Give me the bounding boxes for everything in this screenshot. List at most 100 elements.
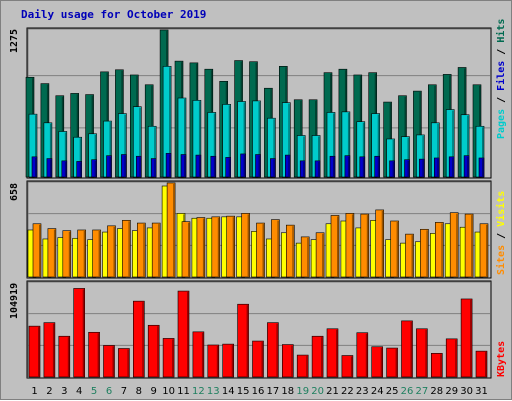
files-bar (106, 155, 112, 178)
files-bar (419, 158, 425, 178)
sites-bar (420, 228, 429, 278)
sites-bar (300, 236, 310, 278)
kbytes-bar (28, 325, 41, 378)
hits-max-label: 1275 (9, 29, 20, 53)
day-label: 7 (121, 386, 127, 397)
sites-bar (137, 222, 146, 278)
kbytes-bar (252, 340, 264, 378)
day-label: 21 (326, 386, 339, 397)
kbytes-bar (401, 320, 413, 378)
kbytes-bar (43, 322, 56, 378)
legend-sites-visits: Sites / Visits (495, 191, 507, 275)
sites-bar (92, 229, 101, 278)
day-label: 31 (475, 386, 488, 397)
sites-bar (47, 228, 57, 278)
files-bar (404, 159, 410, 178)
files-bar (284, 154, 291, 178)
sites-bar (107, 225, 116, 278)
files-bar (136, 155, 142, 178)
sites-bar (211, 216, 221, 278)
kbytes-bar (267, 322, 279, 378)
sites-bar (464, 213, 474, 278)
files-bar (448, 156, 455, 178)
files-bar (389, 160, 395, 178)
sites-bar (375, 209, 385, 278)
legend-hits-files-pages: Pages / Files / Hits (495, 19, 507, 139)
files-bar (478, 157, 485, 178)
day-label: 30 (460, 386, 473, 397)
day-label: 27 (416, 386, 429, 397)
sites-bar (241, 213, 250, 278)
sites-bar (434, 222, 444, 278)
day-label: 2 (46, 386, 52, 397)
files-bar (359, 156, 366, 178)
sites-bar (166, 182, 176, 278)
day-label: 11 (177, 386, 190, 397)
sites-bar (360, 213, 370, 278)
kbytes-bar (475, 350, 488, 378)
files-bar (121, 154, 127, 178)
files-bar (165, 153, 172, 178)
sites-bar (77, 229, 86, 278)
files-bar (225, 157, 231, 178)
files-bar (180, 154, 187, 178)
day-label: 5 (91, 386, 97, 397)
kbytes-bar (58, 335, 71, 378)
kbytes-bar (73, 288, 85, 378)
day-label: 10 (162, 386, 175, 397)
kbytes-bar (237, 303, 249, 378)
kbytes-bar (103, 345, 115, 378)
legend-separator: / (496, 43, 507, 61)
legend-separator: / (496, 91, 507, 109)
sites-bar (405, 233, 414, 278)
day-label: 14 (222, 386, 235, 397)
sites-bar (151, 222, 161, 278)
files-bar (150, 158, 157, 178)
legend-sites: Sites (495, 245, 507, 275)
files-bar (433, 157, 440, 178)
kbytes-bar (356, 332, 369, 378)
kbytes-bar (416, 328, 428, 378)
kbytes-bar (177, 290, 190, 378)
files-bar (255, 154, 261, 178)
kbytes-bar (430, 353, 443, 378)
kbytes-bar (371, 346, 384, 378)
files-bar (374, 155, 381, 178)
day-label: 20 (311, 386, 324, 397)
day-label: 29 (445, 386, 458, 397)
files-bar (61, 160, 68, 178)
sites-bar (181, 221, 191, 278)
files-bar (91, 159, 97, 178)
sites-bar (315, 232, 325, 278)
legend-separator: / (496, 227, 507, 245)
kbytes-bar (281, 344, 294, 378)
kbytes-bar (133, 300, 145, 378)
sites-bar (449, 212, 459, 278)
day-label: 8 (136, 386, 142, 397)
kbytes-bar (207, 344, 220, 378)
sites-bar (271, 219, 280, 278)
day-label: 12 (192, 386, 205, 397)
kbytes-bar (311, 335, 324, 378)
kbytes-bar (341, 355, 354, 378)
sites-bar (32, 223, 42, 278)
files-bar (463, 155, 470, 178)
day-label: 15 (237, 386, 250, 397)
kbytes-max-label: 104919 (9, 283, 20, 319)
chart-title: Daily usage for October 2019 (21, 8, 207, 21)
sites-bar (390, 220, 399, 278)
day-label: 16 (252, 386, 265, 397)
kbytes-bar (192, 331, 205, 378)
legend-hits: Hits (495, 19, 507, 43)
sites-bar (62, 230, 72, 278)
sites-bar (226, 215, 235, 278)
day-label: 25 (386, 386, 399, 397)
day-label: 18 (281, 386, 294, 397)
legend-visits: Visits (495, 191, 507, 227)
sites-bar (330, 215, 340, 278)
sites-bar (345, 213, 355, 278)
kbytes-bar (118, 348, 130, 378)
kbytes-bar (88, 331, 100, 378)
